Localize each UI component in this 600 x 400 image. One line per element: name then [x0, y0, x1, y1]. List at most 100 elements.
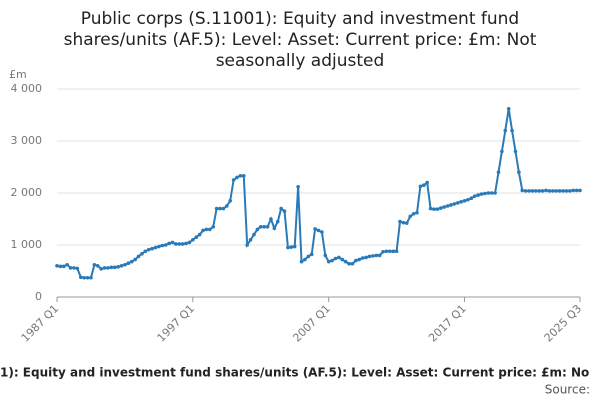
- point: [208, 227, 212, 232]
- point: [221, 206, 226, 211]
- point: [452, 202, 457, 206]
- point: [415, 210, 419, 215]
- point: [231, 178, 236, 182]
- point: [163, 243, 168, 247]
- point: [534, 189, 538, 193]
- point: [571, 188, 576, 193]
- x-tick-label: 2017 Q1: [426, 302, 469, 345]
- point: [272, 226, 277, 231]
- point: [472, 194, 477, 198]
- point: [404, 221, 409, 225]
- point: [123, 262, 127, 267]
- point: [367, 254, 372, 259]
- point: [445, 204, 450, 208]
- point: [394, 249, 399, 254]
- point: [340, 257, 345, 262]
- point: [286, 245, 290, 250]
- point: [323, 253, 328, 258]
- point: [99, 267, 103, 271]
- point: [129, 259, 134, 264]
- point: [89, 275, 93, 280]
- point: [455, 201, 460, 205]
- point: [500, 149, 504, 154]
- point: [493, 191, 497, 195]
- point: [354, 258, 358, 263]
- point: [523, 189, 528, 193]
- point: [486, 191, 491, 195]
- point: [357, 257, 362, 262]
- point: [364, 255, 368, 260]
- point: [326, 259, 331, 264]
- x-tick-label: 1987 Q1: [19, 302, 62, 345]
- point: [58, 264, 63, 269]
- point: [564, 189, 569, 193]
- point: [126, 261, 131, 266]
- point: [241, 174, 246, 178]
- point: [483, 191, 487, 196]
- y-axis-label: £m: [9, 68, 27, 81]
- point: [418, 184, 423, 189]
- point: [551, 189, 555, 193]
- point: [561, 189, 565, 193]
- point: [503, 128, 508, 133]
- point: [55, 264, 59, 268]
- point: [184, 241, 188, 246]
- point: [330, 258, 334, 263]
- x-tick-label: 2025 Q3: [542, 302, 585, 345]
- point: [371, 254, 375, 258]
- point: [554, 189, 559, 193]
- point: [258, 225, 263, 229]
- point: [252, 232, 256, 237]
- point: [102, 266, 107, 270]
- point: [513, 149, 518, 154]
- point: [146, 247, 151, 252]
- point: [496, 170, 501, 174]
- point: [248, 238, 253, 242]
- point: [177, 242, 182, 246]
- point: [432, 207, 436, 211]
- point: [167, 241, 171, 246]
- point: [374, 253, 379, 258]
- point: [265, 225, 270, 229]
- point: [578, 188, 582, 193]
- point: [574, 188, 579, 193]
- point: [557, 189, 562, 193]
- point: [228, 199, 233, 203]
- point: [527, 189, 531, 193]
- point: [425, 180, 429, 185]
- point: [194, 235, 199, 239]
- point: [459, 200, 463, 204]
- point: [506, 106, 511, 111]
- point: [157, 244, 161, 249]
- point: [381, 249, 385, 254]
- point: [174, 242, 178, 246]
- point: [537, 189, 542, 193]
- point: [204, 227, 209, 232]
- point: [377, 253, 382, 258]
- point: [299, 259, 304, 264]
- point: [296, 184, 300, 189]
- point: [85, 275, 90, 280]
- point: [262, 225, 266, 229]
- point: [61, 264, 66, 269]
- point: [568, 189, 572, 193]
- point: [133, 257, 137, 262]
- point: [65, 262, 69, 267]
- point: [530, 189, 535, 193]
- y-tick-label: 2 000: [11, 186, 43, 199]
- point: [421, 183, 426, 187]
- point: [442, 205, 446, 209]
- x-tick-label: 1997 Q1: [155, 302, 198, 345]
- y-tick-label: 0: [35, 290, 42, 303]
- point: [75, 266, 80, 271]
- point: [235, 175, 239, 180]
- point: [289, 245, 294, 249]
- point: [211, 225, 216, 229]
- chart-title: seasonally adjusted: [216, 51, 385, 71]
- point: [150, 246, 154, 251]
- point: [255, 227, 260, 232]
- point: [517, 170, 521, 174]
- point: [350, 261, 355, 266]
- point: [119, 264, 124, 268]
